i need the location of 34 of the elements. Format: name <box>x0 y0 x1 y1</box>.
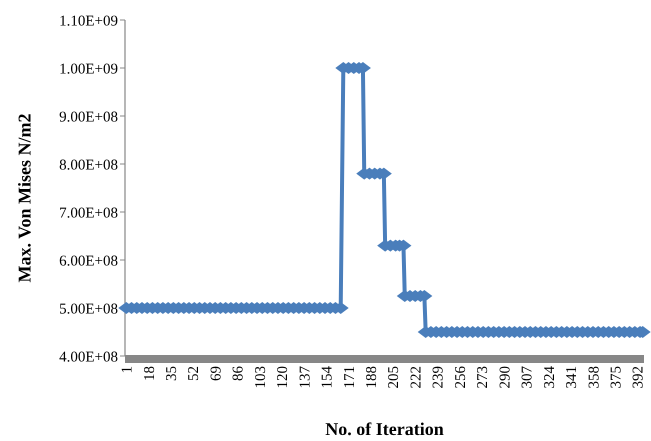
x-tick-label: 307 <box>520 366 536 388</box>
x-tick-label: 290 <box>497 366 514 388</box>
y-tick-label: 5.00E+08 <box>59 301 118 318</box>
x-tick-label: 120 <box>275 366 292 388</box>
x-tick-label: 239 <box>430 366 447 388</box>
x-tick-label: 256 <box>452 366 469 388</box>
y-tick-label: 6.00E+08 <box>59 253 118 270</box>
y-tick-label: 8.00E+08 <box>59 157 118 174</box>
x-tick-label: 52 <box>186 366 202 381</box>
y-axis-title: Max. Von Mises N/m2 <box>14 113 34 283</box>
y-tick-label: 4.00E+08 <box>59 349 118 366</box>
y-tick-label: 1.00E+09 <box>59 61 118 78</box>
x-tick-label: 188 <box>364 366 380 388</box>
x-axis-title: No. of Iteration <box>325 419 444 439</box>
x-tick-label: 137 <box>297 366 314 388</box>
y-tick-label: 1.10E+09 <box>59 13 118 30</box>
x-tick-label: 273 <box>475 366 492 388</box>
x-tick-label: 1 <box>120 366 136 374</box>
x-tick-label: 324 <box>542 366 558 388</box>
x-tick-label: 392 <box>630 366 647 388</box>
x-tick-label: 86 <box>230 366 247 381</box>
x-tick-label: 103 <box>252 366 269 388</box>
y-tick-label: 9.00E+08 <box>59 109 118 126</box>
x-tick-label: 222 <box>408 366 424 388</box>
x-tick-label: 205 <box>386 366 402 388</box>
x-tick-label: 375 <box>608 366 624 388</box>
x-tick-label: 18 <box>142 366 158 381</box>
x-tick-label: 69 <box>208 366 224 381</box>
x-tick-label: 171 <box>342 366 358 388</box>
x-tick-label: 35 <box>164 366 180 381</box>
x-tick-label: 154 <box>320 366 336 388</box>
y-tick-label: 7.00E+08 <box>59 205 118 222</box>
x-tick-label: 341 <box>564 366 580 388</box>
x-tick-label: 358 <box>586 366 602 388</box>
